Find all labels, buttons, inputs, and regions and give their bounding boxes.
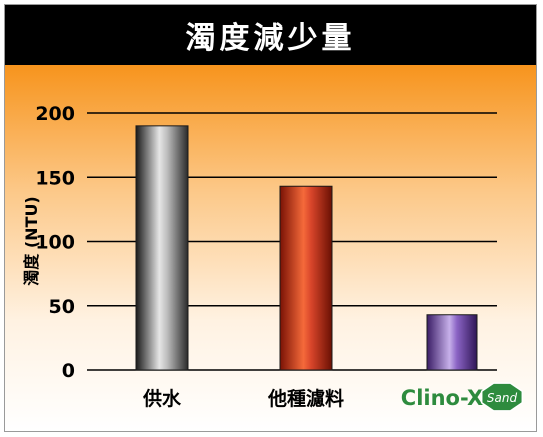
chart-frame: 0 50 100 150 200 濁度 (NTU) 供水 他種濾料 Clino-X Sand 濁度… [4,4,537,432]
bar-1 [135,125,189,371]
category-label: 供水 [142,387,182,410]
chart-plot: 0 50 100 150 200 濁度 (NTU) 供水 他種濾料 Clino-X Sand [5,65,536,431]
bar-2 [279,185,333,371]
y-tick-label: 0 [62,360,75,382]
plot-background [5,65,536,431]
category-label: Clino-X [401,386,483,410]
y-tick-label: 150 [35,167,75,189]
category-label: 他種濾料 [267,387,344,410]
sand-badge-icon [480,382,524,412]
chart-title: 濁度減少量 [185,21,356,56]
sand-badge-label: Sand [487,391,518,405]
bar-3 [426,314,478,371]
title-bar: 濁度減少量 [5,5,536,65]
y-tick-label: 50 [49,296,75,318]
y-axis-label: 濁度 (NTU) [22,196,41,286]
y-tick-label: 100 [35,232,75,254]
y-tick-label: 200 [35,103,75,125]
